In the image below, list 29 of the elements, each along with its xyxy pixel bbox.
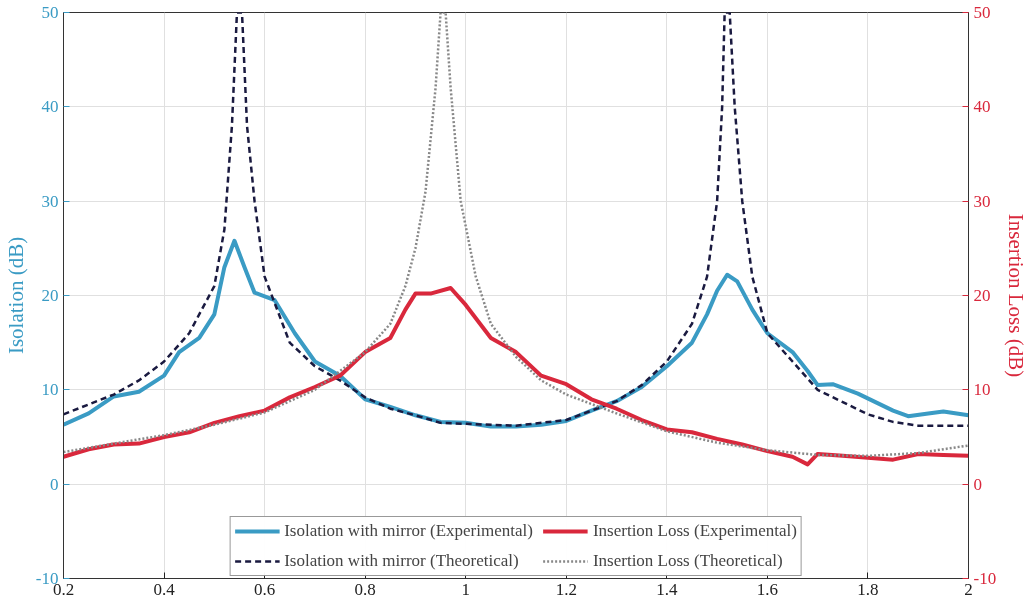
y2-tick-label: -10	[973, 569, 997, 588]
x-tick-label: 1.8	[857, 579, 879, 597]
y2-tick-label: 10	[973, 380, 991, 400]
legend-label: Isolation with mirror (Theoretical)	[284, 551, 519, 571]
y2-tick-label: 0	[973, 474, 982, 494]
y2-axis-title: Insertion Loss (dB)	[1004, 213, 1029, 378]
y2-tick-label: 20	[973, 286, 991, 305]
x-tick-label: 0.6	[253, 579, 276, 597]
legend-label: Isolation with mirror (Experimental)	[284, 521, 533, 541]
y2-tick-label: 50	[973, 3, 991, 22]
x-tick-label: 1.6	[756, 579, 779, 597]
y-tick-label: 0	[50, 474, 59, 494]
x-tick-label: 1.4	[656, 579, 678, 597]
x-tick-label: 2	[964, 579, 973, 597]
y-axis-title: Isolation (dB)	[3, 236, 28, 355]
y-tick-label: 30	[41, 191, 59, 211]
legend-label: Insertion Loss (Experimental)	[592, 521, 797, 541]
x-tick-label: 1.2	[555, 579, 577, 597]
x-tick-label: 0.4	[153, 579, 176, 597]
x-tick-label: 1	[461, 579, 470, 597]
x-tick-label: 0.8	[354, 579, 376, 597]
legend-label: Insertion Loss (Theoretical)	[592, 551, 783, 571]
line-series	[63, 285, 969, 467]
y2-tick-label: 40	[973, 97, 991, 117]
y-tick-label: 50	[41, 3, 59, 22]
y2-tick-label: 30	[973, 191, 991, 211]
y-tick-label: 20	[41, 286, 59, 305]
y-tick-label: 40	[41, 97, 59, 117]
y-tick-label: 10	[41, 380, 59, 400]
